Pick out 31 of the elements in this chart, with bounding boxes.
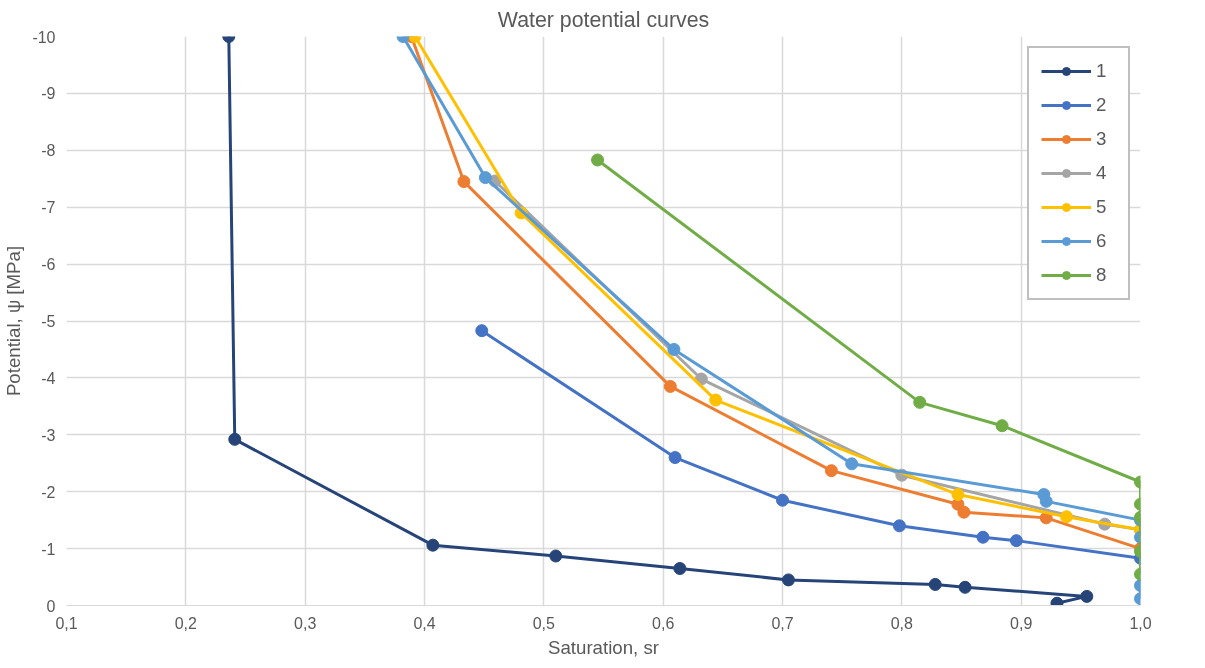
y-tick-label: -2 <box>41 483 56 501</box>
y-tick-label: -10 <box>32 28 56 46</box>
x-tick-label: 0,7 <box>771 614 794 632</box>
y-tick-label: -7 <box>41 199 56 217</box>
x-axis-title: Saturation, sr <box>548 636 659 658</box>
y-tick-label: -9 <box>41 85 56 103</box>
x-tick-label: 0,4 <box>413 614 436 632</box>
y-tick-label: -4 <box>41 369 56 387</box>
legend-label: 3 <box>1096 128 1108 150</box>
x-tick-label: 0,6 <box>652 614 675 632</box>
x-tick-label: 0,1 <box>55 614 78 632</box>
x-tick-label: 0,3 <box>294 614 317 632</box>
chart-title: Water potential curves <box>497 7 710 32</box>
legend-label: 8 <box>1096 264 1108 286</box>
y-tick-label: -5 <box>41 313 56 330</box>
legend-label: 6 <box>1096 230 1108 252</box>
y-tick-label: 0 <box>46 597 56 615</box>
x-tick-label: 0,9 <box>1010 614 1033 632</box>
legend-label: 1 <box>1096 60 1108 82</box>
x-tick-label: 0,2 <box>174 614 198 632</box>
y-tick-label: -6 <box>41 256 56 274</box>
legend-label: 5 <box>1096 196 1108 218</box>
y-tick-label: -3 <box>41 426 56 444</box>
x-tick-label: 0,5 <box>532 614 556 632</box>
x-tick-label: 0,8 <box>890 614 914 632</box>
x-tick-label: 1,0 <box>1129 614 1152 632</box>
y-axis-title: Potential, ψ [MPa] <box>3 245 25 397</box>
y-tick-label: -8 <box>41 142 56 160</box>
y-tick-label: -1 <box>41 540 56 558</box>
legend-label: 2 <box>1096 94 1108 116</box>
legend-label: 4 <box>1096 162 1108 184</box>
